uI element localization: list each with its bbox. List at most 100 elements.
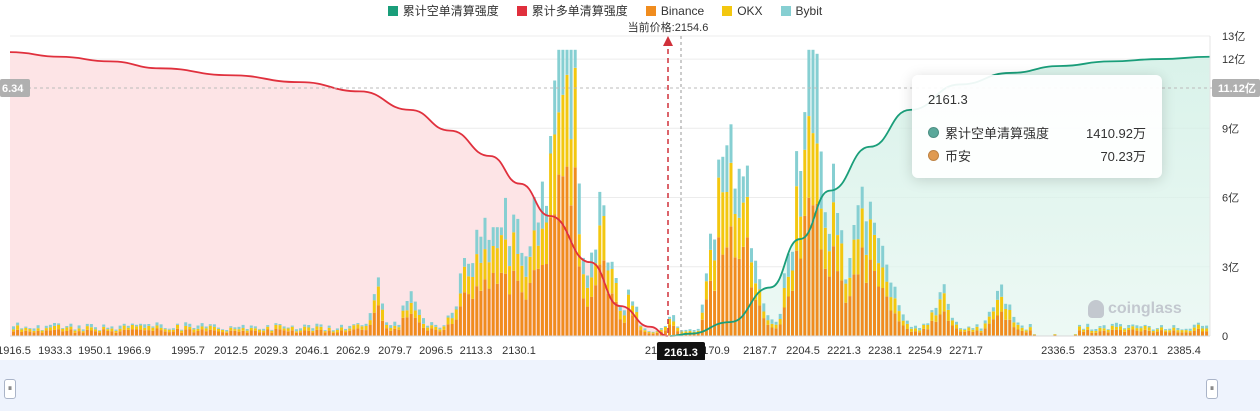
liquidation-bar-segment (24, 330, 28, 336)
legend-item-bybit[interactable]: Bybit (780, 2, 822, 19)
liquidation-bar-segment (528, 256, 532, 283)
liquidation-bar-segment (463, 266, 466, 293)
liquidation-bar-segment (573, 67, 577, 168)
liquidation-bar-segment (491, 246, 495, 273)
liquidation-bar-segment (647, 331, 651, 334)
liquidation-bar-segment (16, 325, 20, 330)
liquidation-bar-segment (483, 249, 487, 280)
liquidation-bar-segment (372, 312, 376, 336)
liquidation-bar-segment (1131, 324, 1135, 327)
liquidation-bar-segment (282, 326, 286, 329)
liquidation-bar-segment (176, 324, 179, 329)
liquidation-bar-segment (151, 327, 155, 331)
liquidation-bar-segment (1196, 328, 1200, 336)
liquidation-bar-segment (774, 324, 778, 329)
liquidation-bar-segment (139, 329, 143, 336)
liquidation-bar-segment (807, 49, 811, 116)
legend: 累计空单清算强度 累计多单清算强度 Binance OKX Bybit (0, 2, 1210, 19)
liquidation-bar-segment (258, 329, 261, 333)
liquidation-bar-segment (1110, 329, 1114, 336)
liquidation-bar-segment (631, 301, 635, 306)
liquidation-bar-segment (454, 319, 458, 336)
liquidation-bar-segment (762, 318, 766, 336)
liquidation-bar-segment (741, 176, 745, 203)
liquidation-bar-segment (1028, 327, 1032, 331)
liquidation-bar-segment (823, 212, 827, 228)
liquidation-bar-segment (73, 329, 77, 331)
liquidation-bar-segment (1168, 330, 1172, 333)
liquidation-bar-segment (967, 330, 971, 336)
liquidation-bar-segment (540, 265, 544, 336)
tooltip-row-label: 累计空单清算强度 (945, 126, 1050, 141)
liquidation-bar-segment (262, 330, 266, 333)
liquidation-bar-segment (73, 332, 77, 336)
liquidation-bar-segment (327, 327, 331, 331)
legend-item-binance[interactable]: Binance (645, 2, 704, 19)
liquidation-bar-segment (258, 328, 261, 330)
liquidation-bar-segment (155, 322, 159, 326)
liquidation-bar-segment (233, 327, 237, 330)
liquidation-bar-segment (860, 247, 864, 336)
liquidation-bar-segment (528, 246, 532, 257)
liquidation-bar-segment (889, 282, 893, 298)
liquidation-bar-segment (688, 329, 692, 331)
liquidation-bar-segment (385, 325, 389, 329)
zoom-handle-right[interactable]: ⏸ (1206, 379, 1218, 399)
liquidation-bar-segment (983, 323, 987, 329)
zoom-handle-left[interactable]: ⏸ (4, 379, 16, 399)
liquidation-bar-segment (159, 327, 163, 331)
liquidation-bar-segment (282, 330, 286, 336)
liquidation-bar-segment (573, 49, 577, 68)
liquidation-bar-segment (1123, 331, 1127, 336)
liquidation-bar-segment (237, 329, 241, 332)
liquidation-bar-segment (299, 332, 302, 336)
liquidation-bar-segment (1102, 325, 1106, 329)
liquidation-bar-segment (774, 321, 778, 325)
liquidation-bar-segment (1127, 325, 1131, 328)
liquidation-bar-segment (885, 296, 889, 336)
liquidation-bar-segment (385, 322, 389, 325)
liquidation-bar-segment (950, 320, 954, 326)
liquidation-bar-segment (356, 323, 360, 325)
liquidation-bar-segment (467, 276, 471, 295)
legend-swatch-binance (645, 5, 656, 16)
liquidation-bar-segment (12, 326, 15, 330)
liquidation-bar-segment (1201, 331, 1204, 336)
liquidation-bar-segment (253, 328, 257, 331)
liquidation-bar-segment (48, 327, 52, 331)
liquidation-bar-segment (553, 134, 557, 215)
zoom-slider-track[interactable] (0, 360, 1260, 411)
liquidation-bar-segment (672, 321, 676, 326)
liquidation-bar-segment (987, 311, 991, 317)
liquidation-bar-segment (266, 325, 270, 327)
liquidation-bar-segment (217, 329, 220, 332)
liquidation-bar-segment (155, 325, 159, 329)
liquidation-bar-segment (28, 329, 32, 332)
liquidation-bar-segment (692, 330, 696, 332)
liquidation-bar-segment (996, 299, 999, 316)
liquidation-bar-segment (1160, 330, 1163, 336)
liquidation-bar-segment (212, 326, 216, 331)
liquidation-bar-segment (348, 328, 352, 331)
liquidation-bar-segment (249, 328, 253, 331)
liquidation-bar-segment (1180, 329, 1184, 331)
legend-item-long[interactable]: 累计多单清算强度 (516, 2, 628, 19)
liquidation-bar-segment (319, 330, 323, 336)
legend-item-okx[interactable]: OKX (722, 2, 763, 19)
liquidation-bar-segment (606, 270, 610, 294)
legend-item-short[interactable]: 累计空单清算强度 (387, 2, 499, 19)
liquidation-bar-segment (803, 112, 807, 150)
liquidation-bar-segment (704, 281, 708, 300)
liquidation-bar-segment (48, 330, 52, 336)
liquidation-bar-segment (200, 326, 204, 330)
liquidation-bar-segment (73, 330, 77, 333)
liquidation-bar-segment (499, 272, 503, 336)
liquidation-bar-segment (852, 225, 856, 240)
liquidation-bar-segment (397, 329, 401, 336)
right-edge-label-box (1212, 79, 1260, 97)
liquidation-bar-segment (930, 312, 934, 321)
liquidation-bar-segment (376, 305, 380, 336)
liquidation-bar-segment (938, 299, 942, 315)
liquidation-bar-segment (434, 324, 438, 327)
liquidation-bar-segment (811, 133, 815, 206)
